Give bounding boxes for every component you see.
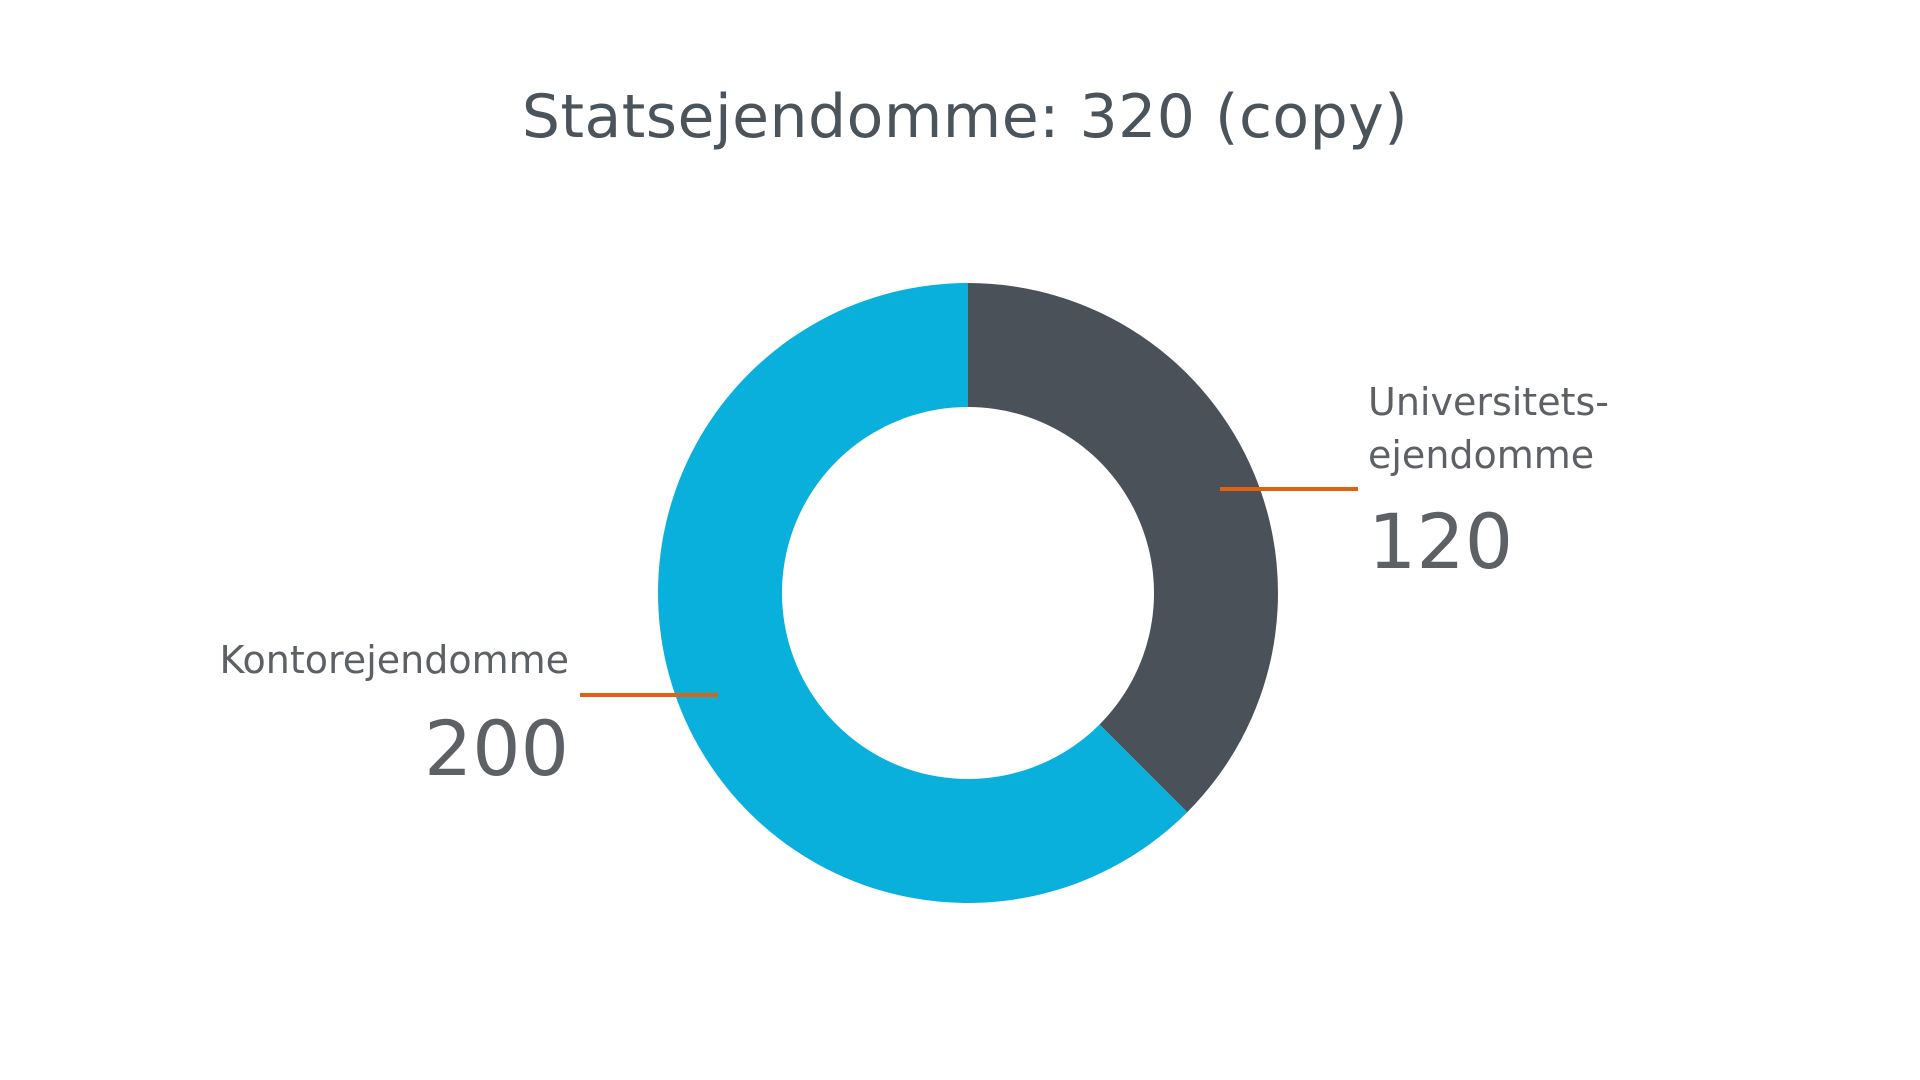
donut-slice-kontorejendomme: [657, 283, 1188, 904]
slice-value-label: 120: [1368, 497, 1513, 586]
chart-title: Statsejendomme: 320 (copy): [521, 82, 1409, 152]
slice-label: ejendomme: [1368, 433, 1594, 477]
slice-label: Universitets-: [1368, 380, 1609, 424]
slice-label: Kontorejendomme: [220, 638, 569, 682]
donut-slice-universitets-ejendomme: [968, 283, 1278, 813]
slice-value-label: 200: [424, 704, 569, 793]
